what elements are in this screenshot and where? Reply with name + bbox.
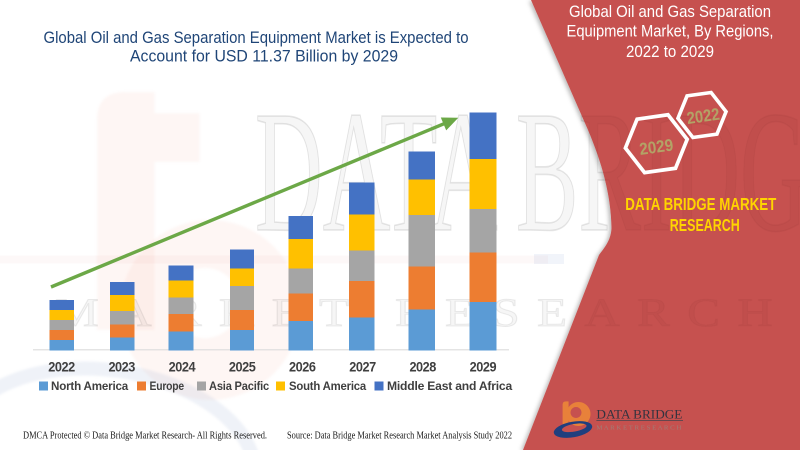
svg-text:North America: North America [51, 381, 129, 393]
svg-text:2029: 2029 [470, 359, 497, 375]
svg-text:Source: Data Bridge Market Res: Source: Data Bridge Market Research Mark… [287, 431, 512, 442]
svg-text:South America: South America [289, 381, 367, 393]
svg-text:Global Oil and Gas Separation: Global Oil and Gas Separation [569, 3, 771, 21]
svg-text:2029: 2029 [638, 135, 674, 159]
svg-text:2022: 2022 [48, 359, 75, 375]
svg-text:Middle East and Africa: Middle East and Africa [387, 381, 513, 393]
svg-text:2022: 2022 [686, 105, 721, 128]
svg-text:2025: 2025 [229, 359, 256, 375]
svg-text:2027: 2027 [349, 359, 376, 375]
svg-text:M A R K E T R E S E A R C H: M A R K E T R E S E A R C H [596, 425, 681, 432]
svg-text:Europe: Europe [150, 381, 185, 393]
svg-text:Account for USD 11.37 Billion: Account for USD 11.37 Billion by 2029 [130, 48, 398, 66]
svg-text:RESEARCH: RESEARCH [670, 215, 740, 235]
svg-text:2023: 2023 [108, 359, 135, 375]
svg-text:DMCA Protected © Data Bridge M: DMCA Protected © Data Bridge Market Rese… [23, 431, 267, 442]
svg-text:2028: 2028 [409, 359, 436, 375]
svg-text:2026: 2026 [289, 359, 316, 375]
svg-text:Asia Pacific: Asia Pacific [209, 381, 270, 393]
svg-text:2022 to 2029: 2022 to 2029 [626, 43, 714, 61]
svg-text:2024: 2024 [169, 359, 196, 375]
svg-text:DATA BRIDGE MARKET: DATA BRIDGE MARKET [625, 194, 776, 214]
svg-text:DATA BRIDGE: DATA BRIDGE [596, 406, 682, 421]
svg-text:Global Oil and Gas Separation: Global Oil and Gas Separation Equipment … [44, 29, 469, 47]
svg-text:Equipment Market, By Regions,: Equipment Market, By Regions, [567, 23, 774, 41]
